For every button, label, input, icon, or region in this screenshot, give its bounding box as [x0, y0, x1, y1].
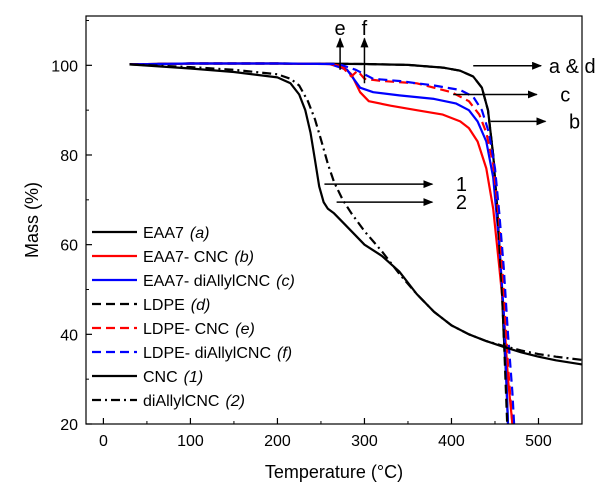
annotation-label: b — [569, 111, 580, 133]
legend-name: LDPE- diAllylCNC — [143, 345, 271, 362]
x-tick-label: 100 — [177, 433, 204, 450]
y-tick-label: 100 — [51, 58, 78, 75]
legend-entry-eaa7_diallylcnc: EAA7- diAllylCNC (c) — [143, 273, 295, 290]
x-tick-label: 200 — [264, 433, 291, 450]
legend-tag: (c) — [276, 273, 295, 290]
legend: EAA7 (a) EAA7- CNC (b) EAA7- diAllylCNC (c) LD… — [92, 225, 295, 410]
y-axis: 20 40 60 80 100 — [51, 19, 92, 434]
y-tick-label: 80 — [60, 148, 78, 165]
y-tick-label: 60 — [60, 238, 78, 255]
legend-entry-ldpe_diallylcnc: LDPE- diAllylCNC (f) — [143, 345, 292, 362]
y-axis-title: Mass (%) — [22, 182, 42, 258]
legend-tag: (1) — [184, 369, 204, 386]
legend-entry-eaa7: EAA7 (a) — [143, 225, 209, 242]
annotation-label: 1 — [456, 174, 467, 196]
legend-entry-cnc: CNC (1) — [143, 369, 203, 386]
x-tick-label: 300 — [351, 433, 378, 450]
legend-name: LDPE- CNC — [143, 321, 229, 338]
annotation-label: a & d — [549, 56, 596, 78]
legend-entry-diallylcnc: diAllylCNC (2) — [143, 393, 245, 410]
x-tick-label: 500 — [525, 433, 552, 450]
legend-entry-ldpe: LDPE (d) — [143, 297, 210, 314]
legend-name: EAA7 — [143, 225, 184, 242]
annotation-label: e — [335, 18, 346, 40]
legend-name: diAllylCNC — [143, 393, 219, 410]
y-tick-label: 40 — [60, 327, 78, 344]
annotation-label: c — [560, 84, 570, 106]
series-line-ldpe — [129, 62, 509, 425]
legend-tag: (b) — [234, 249, 254, 266]
legend-tag: (d) — [191, 297, 211, 314]
x-axis-title: Temperature (°C) — [265, 462, 403, 482]
annotation-layer: a & d cb 12 e f — [324, 18, 596, 214]
series-line-cnc — [129, 63, 583, 366]
legend-tag: (2) — [225, 393, 245, 410]
y-tick-label: 20 — [60, 417, 78, 434]
legend-tag: (f) — [277, 345, 292, 362]
series-line-diallylcnc — [129, 63, 583, 361]
legend-tag: (a) — [190, 225, 210, 242]
legend-name: EAA7- diAllylCNC — [143, 273, 270, 290]
plot-frame — [85, 15, 583, 425]
x-axis: 0 100 200 300 400 500 — [99, 418, 552, 450]
legend-name: EAA7- CNC — [143, 249, 228, 266]
legend-entry-ldpe_cnc: LDPE- CNC (e) — [143, 321, 255, 338]
x-tick-label: 400 — [438, 433, 465, 450]
legend-tag: (e) — [235, 321, 255, 338]
annotation-label: f — [362, 18, 368, 40]
series-line-ldpe_diallylcnc — [129, 62, 516, 425]
x-tick-label: 0 — [99, 433, 108, 450]
legend-name: CNC — [143, 369, 178, 386]
series-layer — [129, 62, 583, 425]
legend-entry-eaa7_cnc: EAA7- CNC (b) — [143, 249, 254, 266]
annotation-label: 2 — [456, 192, 467, 214]
legend-name: LDPE — [143, 297, 185, 314]
